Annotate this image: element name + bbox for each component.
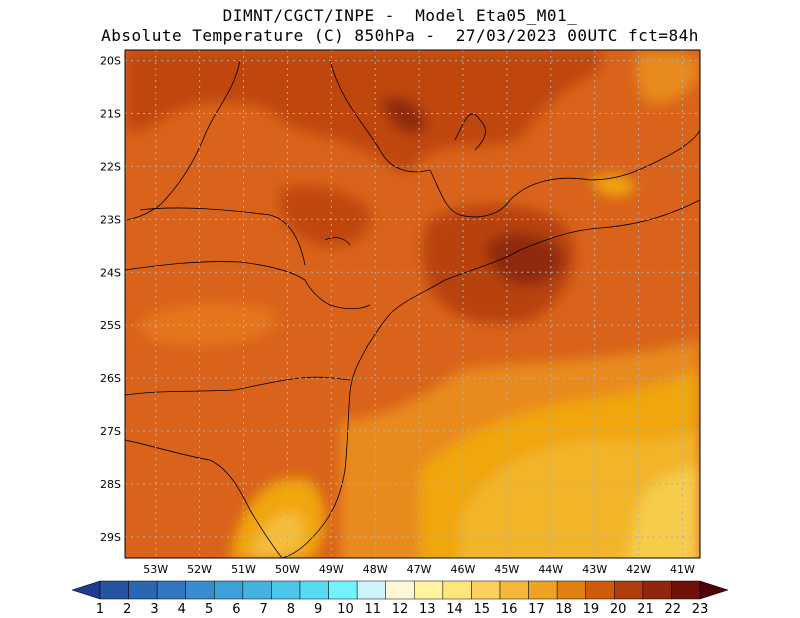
colorbar-swatch (99, 580, 129, 600)
lon-label: 44W (538, 563, 563, 576)
colorbar-swatch (328, 580, 358, 600)
lon-label: 41W (670, 563, 695, 576)
contour-21-north (380, 97, 426, 134)
lat-label: 24S (100, 266, 121, 279)
reservoir-2 (324, 237, 351, 246)
map-frame (124, 49, 701, 559)
colorbar-swatch (242, 580, 272, 600)
colorbar-swatch (614, 580, 644, 600)
colorbar-swatch (356, 580, 386, 600)
lon-label: 49W (319, 563, 344, 576)
lon-label: 46W (451, 563, 476, 576)
lat-label: 23S (100, 213, 121, 226)
lon-label: 42W (626, 563, 651, 576)
lon-label: 43W (582, 563, 607, 576)
colorbar-swatch (214, 580, 244, 600)
colorbar-value-label: 4 (178, 602, 186, 617)
lon-label: 51W (231, 563, 256, 576)
reservoir-1 (454, 113, 486, 151)
coastline (281, 199, 700, 558)
contour-18-ne (635, 51, 700, 104)
colorbar-swatch (499, 580, 529, 600)
colorbar-low-triangle (71, 580, 101, 600)
lon-label: 53W (143, 563, 168, 576)
colorbar-swatch (185, 580, 215, 600)
lat-label: 22S (100, 160, 121, 173)
colorbar-value-label: 16 (501, 602, 518, 617)
map-field (125, 50, 700, 558)
border-5 (125, 376, 351, 396)
lat-label: 29S (100, 531, 121, 544)
colorbar-value-label: 20 (610, 602, 627, 617)
contour-17-east (590, 174, 635, 196)
latitude-labels: 20S 21S 22S 23S 24S 25S 26S 27S 28S 29S (100, 55, 121, 544)
longitude-labels: 53W 52W 51W 50W 49W 48W 47W 46W 45W 44W 43W 42W 41W (143, 563, 695, 576)
colorbar-value-label: 18 (555, 602, 572, 617)
colorbar-high-triangle (699, 580, 729, 600)
lat-label: 25S (100, 319, 121, 332)
temperature-contours (125, 50, 700, 558)
lat-label: 26S (100, 372, 121, 385)
colorbar-value-label: 21 (637, 602, 654, 617)
lon-label: 52W (187, 563, 212, 576)
colorbar-value-label: 19 (583, 602, 600, 617)
border-6 (125, 439, 283, 558)
title-line-1: DIMNT/CGCT/INPE - Model Eta05_M01_ (222, 6, 578, 25)
colorbar-value-label: 14 (446, 602, 463, 617)
colorbar-swatch (671, 580, 701, 600)
colorbar-value-label: 12 (392, 602, 409, 617)
colorbar-value-label: 22 (664, 602, 681, 617)
colorbar-value-label: 7 (259, 602, 267, 617)
colorbar-swatch (585, 580, 615, 600)
colorbar-value-label: 10 (337, 602, 354, 617)
contour-20-inland (279, 186, 371, 246)
lon-label: 50W (275, 563, 300, 576)
lon-label: 45W (494, 563, 519, 576)
border-1 (125, 59, 241, 221)
lon-label: 48W (363, 563, 388, 576)
colorbar-value-label: 3 (150, 602, 158, 617)
colorbar-swatch (442, 580, 472, 600)
border-2 (329, 59, 700, 218)
colorbar-swatch (271, 580, 301, 600)
colorbar-value-label: 11 (364, 602, 381, 617)
title-line-2: Absolute Temperature (C) 850hPa - 27/03/… (101, 26, 699, 45)
colorbar-swatch (385, 580, 415, 600)
colorbar-value-label: 9 (314, 602, 322, 617)
colorbar-value-label: 8 (287, 602, 295, 617)
colorbar-value-label: 23 (692, 602, 709, 617)
colorbar-swatch (528, 580, 558, 600)
lat-label: 21S (100, 108, 121, 121)
colorbar-value-label: 1 (96, 602, 104, 617)
contour-21 (486, 232, 565, 287)
lat-label: 28S (100, 478, 121, 491)
colorbar-swatch (414, 580, 444, 600)
border-4 (139, 207, 306, 266)
colorbar-swatch (299, 580, 329, 600)
colorbar-value-label: 2 (123, 602, 131, 617)
contour-19-west (139, 303, 276, 345)
colorbar-swatch (556, 580, 586, 600)
border-3 (125, 261, 371, 310)
coastline-borders (125, 59, 700, 558)
gridlines (125, 50, 700, 558)
colorbar (71, 580, 729, 600)
colorbar-swatch (128, 580, 158, 600)
colorbar-value-label: 6 (232, 602, 240, 617)
colorbar-value-label: 13 (419, 602, 436, 617)
lat-label: 27S (100, 425, 121, 438)
colorbar-swatch (471, 580, 501, 600)
colorbar-swatch (156, 580, 186, 600)
contour-16-south (250, 512, 304, 558)
colorbar-value-label: 17 (528, 602, 545, 617)
lat-label: 20S (100, 55, 121, 68)
colorbar-value-label: 15 (474, 602, 491, 617)
lon-label: 47W (407, 563, 432, 576)
colorbar-swatch (642, 580, 672, 600)
colorbar-labels: 1 2 3 4 5 6 7 8 9 10 11 12 13 14 15 16 17 18 19 20 21 22 23 (96, 602, 708, 617)
colorbar-value-label: 5 (205, 602, 213, 617)
